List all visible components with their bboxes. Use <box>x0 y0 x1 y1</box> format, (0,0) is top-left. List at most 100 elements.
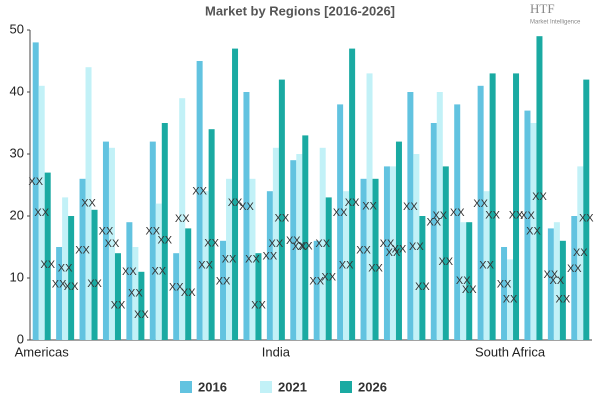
bar <box>389 166 396 340</box>
bar <box>266 191 273 340</box>
value-label: XX <box>403 201 418 213</box>
y-tick-label: 30 <box>10 145 24 160</box>
value-label: XX <box>157 234 172 246</box>
bar <box>85 67 92 340</box>
value-label: XX <box>550 275 565 287</box>
x-tick-label: India <box>262 344 291 359</box>
bar <box>407 92 414 340</box>
bar <box>79 178 86 340</box>
value-label: XX <box>134 309 149 321</box>
bar <box>513 73 520 341</box>
value-label: XX <box>573 247 588 259</box>
bar <box>466 222 473 340</box>
bar <box>319 147 326 340</box>
bar <box>226 178 233 340</box>
value-label: XX <box>105 238 120 250</box>
legend-swatch <box>260 381 272 393</box>
value-label: XX <box>216 275 231 287</box>
bar <box>507 259 514 340</box>
y-tick-label: 40 <box>10 83 24 98</box>
value-label: XX <box>333 207 348 219</box>
bar <box>232 48 239 340</box>
bar <box>577 166 584 340</box>
bar <box>126 222 133 340</box>
value-label: XX <box>151 266 166 278</box>
value-label: XX <box>169 282 184 294</box>
bar <box>155 203 162 340</box>
bar <box>173 253 180 340</box>
bar <box>138 271 145 340</box>
value-label: XX <box>509 210 524 222</box>
bar <box>149 141 156 340</box>
bar <box>290 160 297 340</box>
y-tick-label: 50 <box>10 21 24 36</box>
bar <box>296 154 303 340</box>
bar <box>360 178 367 340</box>
bar <box>524 110 531 340</box>
bar <box>413 154 420 340</box>
value-label: XX <box>315 238 330 250</box>
value-label: XX <box>386 247 401 259</box>
legend-label: 2026 <box>358 379 387 394</box>
value-label: XX <box>368 262 383 274</box>
bar <box>196 61 203 340</box>
bar <box>383 166 390 340</box>
bar <box>436 92 443 340</box>
bar <box>38 85 45 340</box>
value-label: XX <box>392 244 407 256</box>
bar <box>114 253 121 340</box>
logo-mark: HTF <box>530 1 555 16</box>
bar <box>132 247 139 340</box>
value-label: XX <box>286 235 301 247</box>
value-label: XX <box>497 278 512 290</box>
value-label: XX <box>275 213 290 225</box>
value-label: XX <box>175 213 190 225</box>
bar <box>395 141 402 340</box>
value-label: XX <box>75 244 90 256</box>
value-label: XX <box>426 216 441 228</box>
bar <box>243 92 250 340</box>
value-label: XX <box>239 201 254 213</box>
value-label: XX <box>181 287 196 299</box>
y-tick-label: 10 <box>10 269 24 284</box>
value-label: XX <box>544 269 559 281</box>
value-label: XX <box>122 266 137 278</box>
value-label: XX <box>450 207 465 219</box>
value-label: XX <box>415 281 430 293</box>
value-label: XX <box>362 201 377 213</box>
value-label: XX <box>28 176 43 188</box>
bar <box>56 247 63 340</box>
bar <box>62 197 69 340</box>
bar <box>102 141 109 340</box>
bar <box>483 191 490 340</box>
value-label: XX <box>111 300 126 312</box>
value-label: XX <box>52 278 67 290</box>
value-label: XX <box>245 253 260 265</box>
value-label: XX <box>409 241 424 253</box>
x-tick-label: South Africa <box>475 344 546 359</box>
bar <box>454 104 461 341</box>
bar <box>91 209 98 340</box>
bar <box>343 191 350 340</box>
value-label: XX <box>579 213 594 225</box>
legend-swatch <box>180 381 192 393</box>
bar <box>337 104 344 341</box>
bar <box>366 73 373 341</box>
value-label: XX <box>432 210 447 222</box>
bar <box>571 216 578 340</box>
x-tick-label: Americas <box>15 344 70 359</box>
bar <box>419 216 426 340</box>
value-label: XX <box>473 198 488 210</box>
value-label: XX <box>526 225 541 237</box>
bar <box>501 247 508 340</box>
y-tick-label: 0 <box>17 331 24 346</box>
value-label: XX <box>520 210 535 222</box>
bar <box>249 178 256 340</box>
legend-swatch <box>340 381 352 393</box>
value-label: XX <box>567 263 582 275</box>
value-label: XX <box>462 284 477 296</box>
bar <box>220 240 227 340</box>
value-label: XX <box>321 272 336 284</box>
bar <box>442 166 449 340</box>
